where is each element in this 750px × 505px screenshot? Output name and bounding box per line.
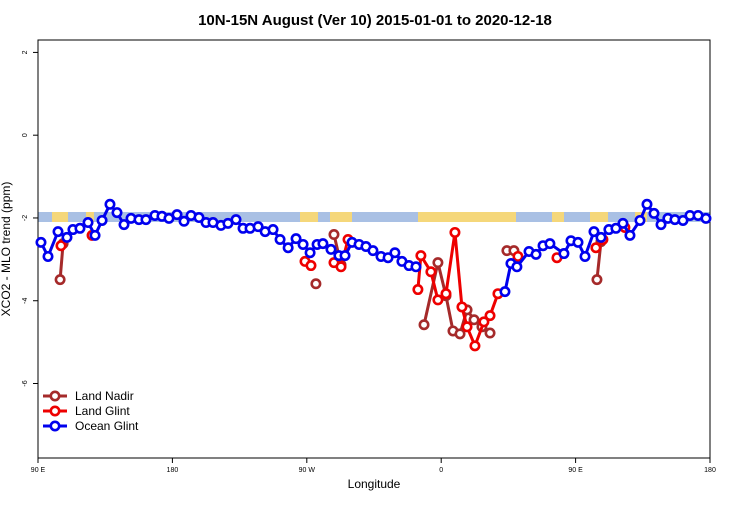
x-tick-label: 90 W [299,467,316,474]
point [432,257,444,269]
legend-label: Land Glint [75,404,130,418]
point [305,260,317,272]
legend-label: Ocean Glint [75,419,139,433]
point [52,226,64,238]
y-tick-label: -4 [22,298,29,304]
point [591,274,603,286]
point [367,245,379,257]
point [449,226,461,238]
point [282,242,294,254]
point [42,250,54,262]
point [61,231,73,243]
x-tick-label: 90 E [568,467,583,474]
point [267,224,279,236]
point [310,278,322,290]
x-tick-label: 180 [704,467,716,474]
point [418,319,430,331]
point [328,229,340,241]
point [290,233,302,245]
point [82,217,94,229]
point [317,238,329,250]
point [512,250,524,262]
plot-frame [37,39,711,459]
point [171,209,183,221]
point [590,242,602,254]
point [648,207,660,219]
x-tick-label: 180 [167,467,179,474]
point [339,250,351,262]
point [54,274,66,286]
point [595,231,607,243]
point [634,214,646,226]
y-tick-label: -6 [22,380,29,386]
point [469,340,481,352]
point [178,215,190,227]
chart-title: 10N-15N August (Ver 10) 2015-01-01 to 20… [198,12,552,29]
point [617,217,629,229]
point [677,214,689,226]
legend-label: Land Nadir [75,389,134,403]
point [511,261,523,273]
point [530,248,542,260]
point [111,207,123,219]
y-tick-label: -2 [22,215,29,221]
point [335,261,347,273]
point [230,214,242,226]
point [700,212,712,224]
point [140,214,152,226]
point [484,310,496,322]
point [432,294,444,306]
point [389,247,401,259]
point [35,236,47,248]
point [478,316,490,328]
point [193,212,205,224]
point [412,284,424,296]
point [454,328,466,340]
point [624,229,636,241]
x-tick-label: 90 E [31,467,46,474]
point [544,238,556,250]
point [104,198,116,210]
point [499,286,511,298]
point [572,236,584,248]
point [468,314,480,326]
x-tick-label: 0 [439,467,443,474]
point [382,252,394,264]
x-axis-label: Longitude [348,477,401,491]
point [252,221,264,233]
point [297,238,309,250]
point [610,222,622,234]
point [415,250,427,262]
point [274,233,286,245]
point [588,226,600,238]
point [118,219,130,231]
legend-marker [49,405,61,417]
point [410,261,422,273]
y-tick-label: 0 [22,133,29,137]
point [655,219,667,231]
point [461,321,473,333]
point [325,243,337,255]
point [425,266,437,278]
y-axis-label: XCO2 - MLO trend (ppm) [0,182,13,317]
legend-marker [49,390,61,402]
point [484,327,496,339]
point [456,301,468,313]
point [74,222,86,234]
point [579,250,591,262]
point [440,288,452,300]
point [641,198,653,210]
point [89,229,101,241]
point [96,214,108,226]
legend-marker [49,420,61,432]
point [55,240,67,252]
point [304,247,316,259]
y-tick-label: 2 [22,50,29,54]
point [558,248,570,260]
